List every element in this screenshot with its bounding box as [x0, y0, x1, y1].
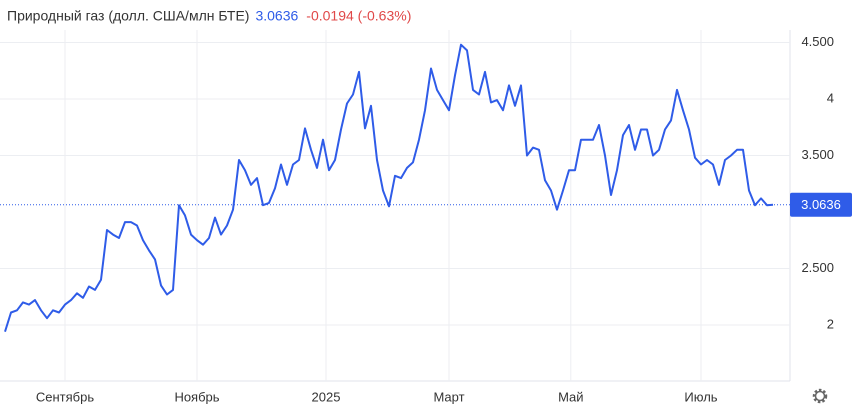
x-tick-label: Март	[433, 389, 464, 404]
gear-ring	[814, 390, 826, 402]
y-tick-label: 3.500	[801, 147, 834, 162]
gear-teeth	[812, 388, 828, 404]
x-tick-label: Сентябрь	[36, 389, 94, 404]
y-tick-label: 2.500	[801, 260, 834, 275]
x-tick-label: Июль	[684, 389, 717, 404]
header-price: 3.0636	[255, 8, 298, 24]
last-price-label: 3.0636	[801, 197, 841, 212]
y-tick-label: 2	[827, 316, 834, 331]
price-line	[4, 43, 774, 332]
x-tick-label: 2025	[312, 389, 341, 404]
header-change: -0.0194 (-0.63%)	[306, 8, 411, 24]
chart-title: Природный газ (долл. США/млн БТЕ)	[7, 8, 249, 24]
y-tick-label: 4.500	[801, 34, 834, 49]
x-tick-label: Ноябрь	[174, 389, 219, 404]
y-tick-label: 4	[827, 90, 834, 105]
x-tick-label: Май	[558, 389, 583, 404]
last-price-box	[790, 192, 852, 217]
settings-icon[interactable]	[812, 388, 828, 404]
